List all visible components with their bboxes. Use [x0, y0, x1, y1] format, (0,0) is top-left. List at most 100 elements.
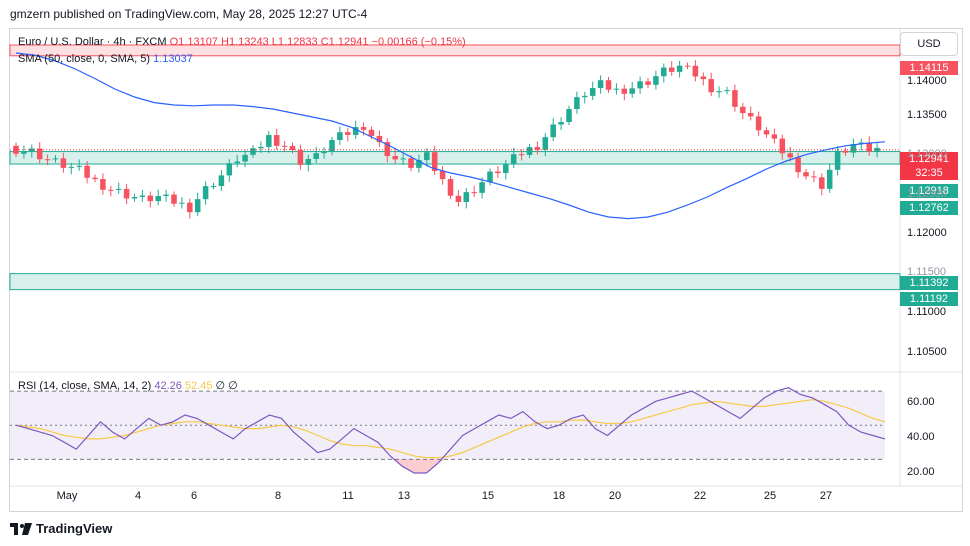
- resistance-price-label: 1.14115: [900, 61, 958, 75]
- x-tick-label: 6: [190, 490, 198, 502]
- candle-body: [842, 150, 849, 153]
- candle-body: [724, 90, 730, 92]
- candle-body: [740, 106, 746, 113]
- candle-body: [273, 135, 280, 146]
- candle-body: [582, 95, 588, 98]
- candle-body: [416, 160, 422, 168]
- candle-body: [368, 129, 375, 136]
- candle-body: [763, 130, 770, 135]
- zone-lower-price-label: 1.12762: [900, 201, 958, 215]
- y-tick-label: 1.12000: [907, 227, 947, 239]
- sma-line: [15, 52, 886, 220]
- candle-body: [305, 159, 312, 165]
- candle-body: [329, 140, 335, 152]
- y-tick-label: 1.12500: [907, 188, 947, 200]
- candle-body: [171, 194, 177, 204]
- candle-body: [653, 76, 659, 85]
- candle-body: [384, 142, 391, 157]
- rsi-y-tick-label: 40.00: [907, 431, 935, 443]
- candle-body: [542, 137, 549, 150]
- support-lower-price-label: 1.11192: [900, 292, 958, 306]
- candle-body: [708, 79, 714, 93]
- candle-body: [550, 124, 556, 138]
- candle-body: [463, 192, 470, 202]
- candle-body: [439, 170, 446, 180]
- candle-body: [131, 197, 138, 199]
- chart-frame: [9, 28, 963, 512]
- rsi-value: 42.26: [154, 380, 182, 392]
- candle-body: [866, 142, 872, 152]
- currency-button[interactable]: USD: [900, 32, 958, 56]
- candle-body: [155, 196, 161, 202]
- x-tick-label: May: [56, 490, 78, 502]
- candle-body: [819, 177, 825, 189]
- candle-body: [605, 80, 612, 90]
- candle-body: [408, 158, 414, 168]
- candle-body: [447, 179, 454, 196]
- rsi-label: RSI (14, close, SMA, 14, 2): [18, 380, 152, 392]
- candle-body: [84, 165, 90, 178]
- candle-body: [352, 127, 359, 135]
- candle-body: [803, 172, 809, 177]
- candle-body: [684, 65, 691, 67]
- candle-body: [637, 81, 643, 89]
- candle-body: [337, 132, 343, 141]
- candle-body: [495, 171, 501, 174]
- x-tick-label: 27: [819, 490, 833, 502]
- candle-body: [661, 67, 667, 77]
- candle-body: [566, 109, 572, 123]
- tradingview-logo: TradingView: [10, 521, 112, 536]
- candle-body: [52, 158, 59, 160]
- candle-body: [834, 150, 841, 170]
- candle-body: [218, 175, 225, 187]
- rsi-legend: RSI (14, close, SMA, 14, 2) 42.26 52.45 …: [18, 379, 238, 392]
- candle-body: [621, 88, 628, 94]
- candle-body: [692, 65, 699, 77]
- candle-body: [234, 161, 240, 164]
- sma-legend: SMA (50, close, 0, SMA, 5) 1.13037: [18, 53, 193, 65]
- candle-body: [755, 116, 762, 131]
- candle-body: [826, 169, 833, 189]
- candle-body: [258, 146, 264, 149]
- candle-body: [100, 179, 106, 190]
- candle-body: [613, 88, 620, 90]
- candle-body: [187, 202, 193, 213]
- candle-body: [574, 97, 580, 109]
- candle-body: [210, 186, 217, 188]
- candle-body: [147, 195, 154, 202]
- candle-body: [297, 150, 304, 165]
- close-value: C1.12941: [320, 36, 369, 48]
- y-tick-label: 1.14000: [907, 75, 947, 87]
- candle-body: [676, 65, 683, 72]
- publisher-header: gmzern published on TradingView.com, May…: [10, 7, 368, 21]
- candle-body: [392, 156, 398, 160]
- high-value: H1.13243: [221, 36, 269, 48]
- candle-body: [787, 153, 793, 158]
- zone-rectangle: [9, 273, 901, 291]
- symbol-legend: Euro / U.S. Dollar · 4h · FXCM O1.13107 …: [18, 36, 466, 48]
- y-tick-label: 1.11000: [907, 306, 946, 318]
- candle-body: [668, 67, 675, 72]
- candle-body: [21, 151, 27, 154]
- candle-body: [455, 195, 462, 202]
- candle-body: [558, 122, 564, 125]
- zone-rectangle: [9, 151, 901, 165]
- candle-body: [811, 176, 817, 178]
- candle-body: [139, 195, 146, 197]
- candle-body: [289, 145, 296, 151]
- x-tick-label: 4: [134, 490, 142, 502]
- x-tick-label: 18: [552, 490, 566, 502]
- candle-body: [629, 88, 635, 94]
- candle-body: [732, 90, 738, 107]
- candle-body: [771, 134, 778, 139]
- candle-body: [108, 189, 114, 191]
- y-tick-label: 1.13000: [907, 148, 947, 160]
- candle-body: [376, 135, 383, 143]
- candle-body: [250, 148, 256, 155]
- candle-body: [281, 145, 288, 147]
- x-tick-label: 20: [608, 490, 622, 502]
- candle-body: [76, 165, 82, 167]
- candle-body: [345, 132, 351, 135]
- support-upper-price-label: 1.11392: [900, 276, 958, 290]
